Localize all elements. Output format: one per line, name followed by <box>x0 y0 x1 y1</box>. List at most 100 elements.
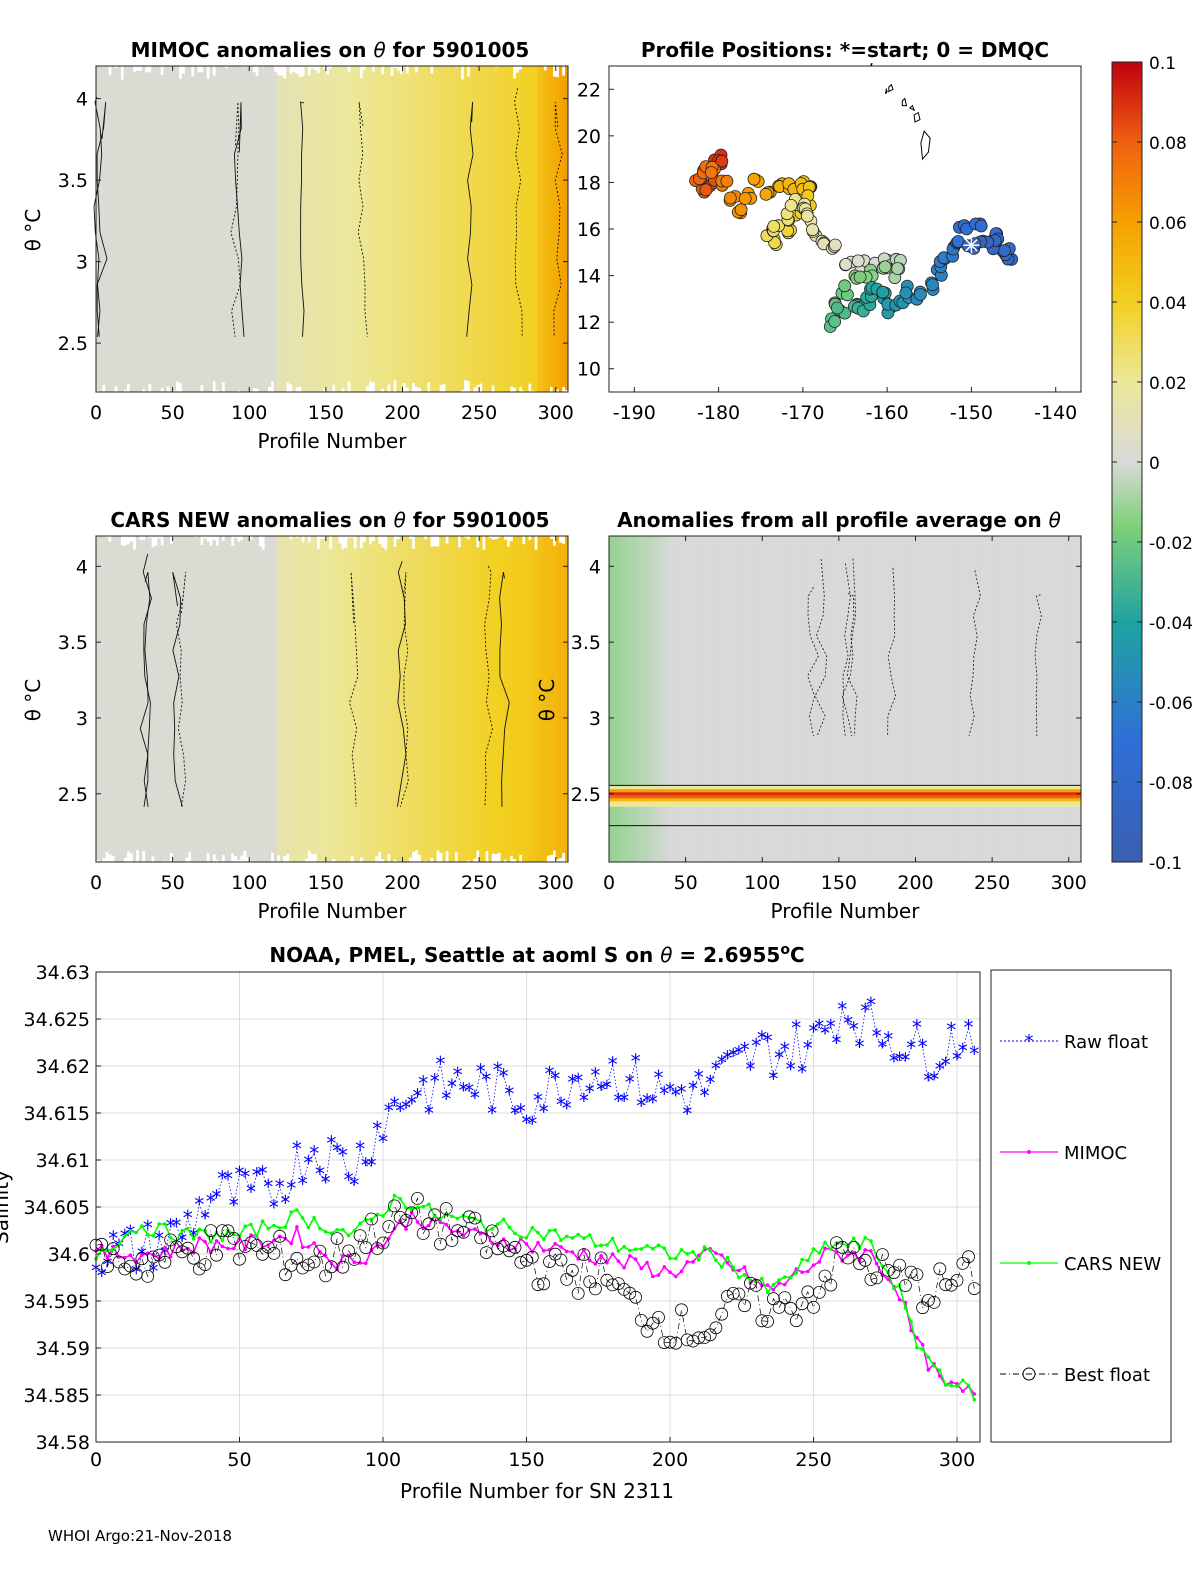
heat-cell <box>780 536 785 862</box>
heat-cell <box>1013 536 1018 862</box>
data-point: * <box>791 1016 801 1040</box>
heat-cell <box>771 536 775 862</box>
heat-cell <box>1004 536 1008 862</box>
data-point <box>800 1270 804 1275</box>
data-point: * <box>918 1035 928 1059</box>
data-point: * <box>677 1080 687 1104</box>
profile-position <box>876 285 890 299</box>
heat-cell <box>466 76 471 382</box>
cars-xlabel: Profile Number <box>258 899 408 923</box>
data-point <box>507 1225 512 1230</box>
heat-cell <box>472 66 477 388</box>
data-point <box>278 1268 292 1282</box>
cars-ylabel: θ °C <box>21 679 45 722</box>
heat-cell <box>436 546 440 851</box>
heat-cell <box>335 66 339 392</box>
data-point <box>300 1245 305 1250</box>
y-tick-label: 34.615 <box>24 1103 90 1125</box>
heat-cell <box>1071 536 1076 862</box>
heat-cell <box>390 75 394 392</box>
contour-line <box>172 571 183 807</box>
heat-cell <box>753 536 757 862</box>
heat-cell <box>423 66 428 392</box>
heat-cell <box>528 66 532 384</box>
data-point <box>943 1383 948 1387</box>
data-point <box>215 1224 229 1237</box>
data-point <box>841 1251 855 1265</box>
data-point <box>629 1290 642 1304</box>
salinity-ylabel: Salinity <box>0 1170 13 1244</box>
data-point <box>910 1268 924 1281</box>
data-point: * <box>740 1038 750 1062</box>
mimoc-panel: MIMOC anomalies on θ for 5901005 0 50 100 1… <box>21 38 574 453</box>
heat-cell <box>673 536 677 862</box>
data-point <box>892 1286 896 1291</box>
heat-cell <box>454 67 459 392</box>
data-point <box>295 1225 299 1229</box>
island-outline <box>870 63 873 67</box>
cars-y-ticks: 4 3.5 3 2.5 <box>58 556 568 806</box>
heat-cell <box>295 538 299 862</box>
data-point <box>715 1307 729 1321</box>
heat-cell <box>500 536 505 862</box>
data-point: * <box>872 1025 882 1049</box>
data-point <box>531 1278 545 1292</box>
heat-cell <box>1016 536 1021 862</box>
anomaly-band <box>609 789 1081 795</box>
data-point <box>972 1397 977 1402</box>
heat-cell <box>765 536 769 862</box>
data-point: * <box>573 1069 583 1093</box>
heat-cell <box>482 549 486 862</box>
data-point: * <box>384 1099 394 1123</box>
data-point <box>702 1245 707 1249</box>
legend-marker-dot <box>1027 1150 1031 1154</box>
heat-cell <box>141 539 146 851</box>
series-line <box>95 1004 975 1277</box>
data-point <box>610 1252 615 1256</box>
heat-cell <box>108 541 112 855</box>
heat-cell <box>795 536 800 862</box>
heat-cell <box>863 536 867 862</box>
data-point <box>295 1208 299 1212</box>
heat-cell <box>267 536 272 862</box>
heat-cell <box>301 542 305 862</box>
heat-cell <box>1028 536 1033 862</box>
heat-cell <box>955 536 959 862</box>
heat-cell <box>377 66 382 392</box>
data-point <box>329 1231 334 1236</box>
data-point <box>163 1222 167 1226</box>
data-point <box>874 1261 879 1266</box>
heat-cell <box>276 536 281 856</box>
data-point <box>283 1225 288 1229</box>
heat-cell <box>645 536 650 862</box>
heat-cell <box>936 536 941 862</box>
data-point <box>180 1228 184 1233</box>
contour-line <box>846 558 858 737</box>
data-point <box>909 1328 913 1333</box>
legend-marker-dot <box>1027 1261 1031 1265</box>
heat-cell <box>286 536 290 854</box>
heat-cell <box>387 536 391 855</box>
profile-position <box>723 191 737 205</box>
heat-cell <box>476 66 480 385</box>
heat-cell <box>682 536 687 862</box>
heat-cell <box>261 67 265 392</box>
data-point: * <box>717 1051 727 1075</box>
heat-cell <box>759 536 763 862</box>
data-point: * <box>447 1075 457 1099</box>
data-point <box>541 1249 546 1253</box>
data-point <box>755 1314 769 1328</box>
heat-cell <box>725 536 729 862</box>
legend-item-mimoc: MIMOC <box>1000 1143 1127 1164</box>
data-point <box>564 1249 569 1254</box>
heat-cell <box>555 77 560 390</box>
heat-cell <box>740 536 745 862</box>
series-line <box>95 1194 976 1401</box>
heat-cell <box>460 79 465 390</box>
heat-cell <box>246 536 250 857</box>
heat-cell <box>894 536 898 862</box>
series-line <box>95 1197 975 1344</box>
positions-title: Profile Positions: *=start; 0 = DMQC <box>641 38 1049 62</box>
legend-label-best: Best float <box>1064 1365 1150 1386</box>
